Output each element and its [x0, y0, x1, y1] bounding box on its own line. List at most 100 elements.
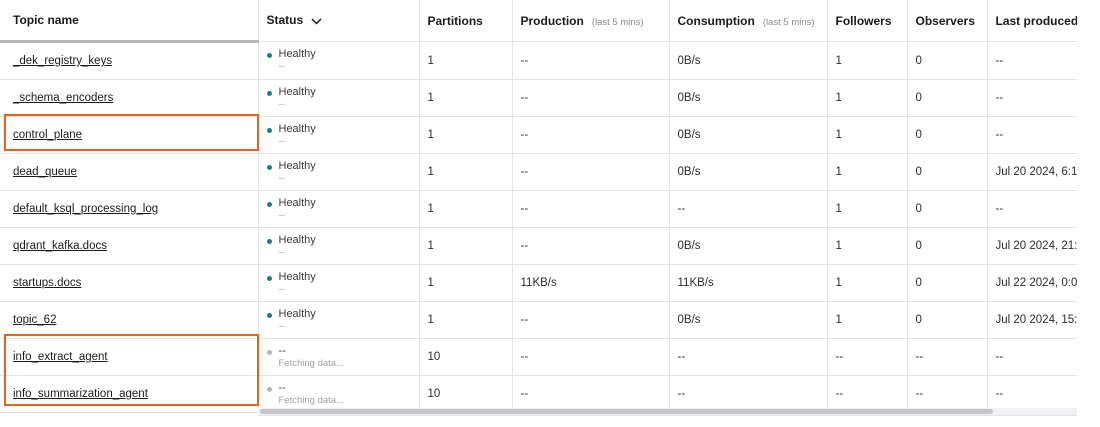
topic-link[interactable]: startups.docs: [13, 277, 82, 289]
consumption-cell: 0B/s: [669, 41, 828, 80]
last-produced-cell: Jul 22 2024, 0:0: [987, 264, 1077, 302]
status-dot-icon: [266, 313, 272, 318]
table-row[interactable]: default_ksql_processing_log Healthy -- 1 -- -…: [0, 190, 1077, 228]
status-dot-icon: [266, 350, 272, 355]
topic-link[interactable]: info_summarization_agent: [13, 388, 148, 400]
partitions-cell: 1: [419, 153, 513, 191]
last-produced-cell: --: [987, 79, 1077, 117]
topic-link[interactable]: dead_queue: [13, 166, 77, 178]
table-row[interactable]: qdrant_kafka.docs Healthy -- 1 -- 0B/s 1 0 Jul 2…: [0, 227, 1077, 265]
followers-cell: 1: [827, 116, 908, 154]
status-cell: Healthy --: [258, 79, 420, 117]
followers-cell: --: [827, 338, 908, 376]
status-subtext: --: [278, 98, 285, 110]
column-header-sublabel: (last 5 mins): [591, 16, 644, 28]
column-header-last-produced[interactable]: Last produced: [987, 0, 1077, 42]
topic-name-cell: _dek_registry_keys: [0, 41, 259, 80]
status-subtext: --: [278, 209, 285, 221]
consumption-cell: 0B/s: [669, 153, 828, 191]
consumption-cell: 0B/s: [669, 227, 828, 265]
status-subtext: --: [278, 61, 285, 72]
observers-cell: 0: [907, 301, 988, 339]
production-cell: --: [512, 190, 670, 228]
topic-link[interactable]: _dek_registry_keys: [13, 55, 113, 67]
topic-link[interactable]: control_plane: [13, 129, 83, 141]
consumption-cell: 11KB/s: [669, 264, 828, 302]
column-header-label: Observers: [915, 13, 975, 28]
topic-name-cell: info_summarization_agent: [0, 375, 259, 413]
status-dot-icon: [266, 165, 272, 170]
followers-cell: 1: [827, 190, 908, 228]
status-cell: -- Fetching data...: [258, 338, 420, 376]
consumption-cell: --: [669, 190, 828, 228]
column-header-label: Topic name: [13, 13, 79, 27]
followers-cell: 1: [827, 79, 908, 117]
last-produced-cell: --: [987, 338, 1077, 376]
column-header-label: Last produced: [995, 13, 1078, 28]
status-cell: Healthy --: [258, 227, 420, 265]
column-header-consumption[interactable]: Consumption (last 5 mins): [669, 0, 828, 42]
observers-cell: 0: [907, 41, 988, 80]
table-row[interactable]: dead_queue Healthy -- 1 -- 0B/s 1 0 Jul 20 2024,…: [0, 153, 1077, 191]
status-cell: Healthy --: [258, 41, 420, 80]
table-row[interactable]: control_plane Healthy -- 1 -- 0B/s 1 0 --: [0, 116, 1077, 154]
status-text: Healthy: [278, 159, 316, 172]
topic-link[interactable]: topic_62: [13, 314, 57, 326]
consumption-cell: --: [669, 375, 828, 413]
topic-name-cell: dead_queue: [0, 153, 259, 191]
status-dot-icon: [266, 202, 272, 207]
status-text: --: [278, 381, 286, 394]
topic-link[interactable]: info_extract_agent: [13, 351, 108, 363]
table-row[interactable]: info_extract_agent -- Fetching data... 10 --…: [0, 338, 1077, 376]
column-header-production[interactable]: Production (last 5 mins): [512, 0, 670, 42]
production-cell: --: [512, 338, 670, 376]
column-header-sublabel: (last 5 mins): [762, 16, 815, 28]
column-header-topic-name[interactable]: Topic name: [0, 0, 259, 43]
chevron-down-icon[interactable]: [311, 14, 322, 28]
column-header-observers[interactable]: Observers: [907, 0, 988, 42]
status-subtext: Fetching data...: [278, 394, 344, 406]
topics-table: Topic name Status Partitions Production (…: [0, 0, 1077, 413]
topic-link[interactable]: qdrant_kafka.docs: [13, 240, 107, 252]
consumption-cell: 0B/s: [669, 301, 828, 339]
topic-name-cell: qdrant_kafka.docs: [0, 227, 259, 265]
table-row[interactable]: topic_62 Healthy -- 1 -- 0B/s 1 0 Jul 20 2024, 1…: [0, 301, 1077, 339]
column-header-status[interactable]: Status: [258, 0, 420, 42]
horizontal-scrollbar[interactable]: [258, 408, 1077, 415]
followers-cell: 1: [827, 227, 908, 265]
table-bottom-divider: [258, 415, 1077, 416]
topic-link[interactable]: _schema_encoders: [13, 92, 114, 104]
status-cell: Healthy --: [258, 301, 420, 339]
last-produced-cell: --: [987, 375, 1077, 413]
table-row[interactable]: _dek_registry_keys Healthy -- 1 -- 0B/s 1 0 --: [0, 41, 1077, 80]
column-header-label: Production: [520, 13, 584, 28]
status-dot-icon: [266, 239, 272, 244]
followers-cell: 1: [827, 264, 908, 302]
topic-link[interactable]: default_ksql_processing_log: [13, 203, 159, 215]
status-text: Healthy: [278, 196, 316, 209]
production-cell: --: [512, 227, 670, 265]
partitions-cell: 10: [419, 338, 513, 376]
column-header-partitions[interactable]: Partitions: [419, 0, 513, 42]
partitions-cell: 1: [419, 79, 513, 117]
partitions-cell: 10: [419, 375, 513, 413]
table-row[interactable]: startups.docs Healthy -- 1 11KB/s 11KB/s 1 0 Jul…: [0, 264, 1077, 302]
status-subtext: --: [278, 172, 285, 184]
followers-cell: 1: [827, 153, 908, 191]
column-header-label: Partitions: [427, 13, 483, 28]
topic-name-cell: control_plane: [0, 116, 259, 154]
status-text: Healthy: [278, 48, 316, 60]
scrollbar-thumb[interactable]: [260, 409, 993, 414]
table-row[interactable]: _schema_encoders Healthy -- 1 -- 0B/s 1 0 --: [0, 79, 1077, 117]
status-text: Healthy: [278, 307, 316, 320]
observers-cell: 0: [907, 79, 988, 117]
consumption-cell: 0B/s: [669, 79, 828, 117]
observers-cell: 0: [907, 190, 988, 228]
column-header-followers[interactable]: Followers: [827, 0, 908, 42]
topic-name-cell: default_ksql_processing_log: [0, 190, 259, 228]
production-cell: --: [512, 41, 670, 80]
status-dot-icon: [266, 387, 272, 392]
column-header-label: Status: [266, 13, 304, 28]
table-row[interactable]: info_summarization_agent -- Fetching data.…: [0, 375, 1077, 413]
status-cell: Healthy --: [258, 264, 420, 302]
